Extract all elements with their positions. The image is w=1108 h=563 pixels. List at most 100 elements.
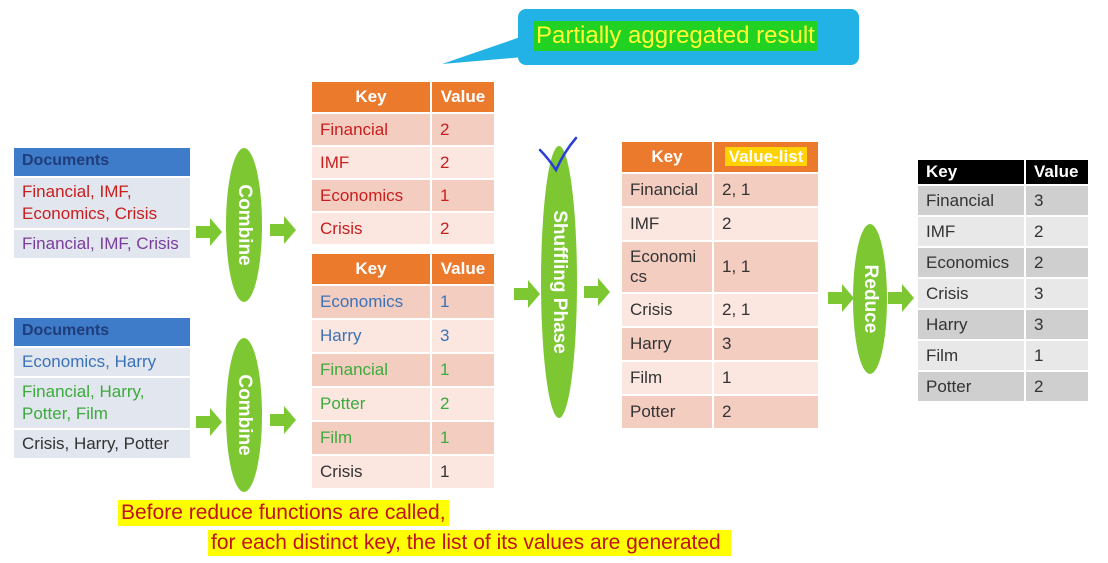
table-row: Financial 1 bbox=[312, 354, 494, 386]
value-list-header-label: Value-list bbox=[724, 147, 808, 166]
table-row: Potter 2 bbox=[918, 372, 1088, 401]
value-cell: 1 bbox=[440, 360, 450, 379]
key-cell: Crisis bbox=[320, 218, 363, 238]
key-cell: Financial bbox=[926, 190, 995, 210]
key-cell: Film bbox=[926, 345, 959, 365]
document-row: Financial, Harry, Potter, Film bbox=[14, 378, 190, 428]
arrow-right-icon bbox=[584, 278, 610, 306]
table-row: Harry 3 bbox=[622, 328, 818, 360]
table-row: Economics 2 bbox=[918, 248, 1088, 277]
column-header-key: Key bbox=[622, 142, 712, 172]
value-cell: 3 bbox=[1034, 190, 1044, 210]
table-row: IMF 2 bbox=[312, 147, 494, 178]
value-cell: 3 bbox=[1034, 283, 1044, 303]
key-cell: IMF bbox=[630, 214, 660, 233]
value-list-cell: 2, 1 bbox=[722, 180, 751, 199]
value-cell: 2 bbox=[1034, 221, 1044, 241]
arrow-right-icon bbox=[270, 406, 296, 434]
table-row: Financial 2, 1 bbox=[622, 174, 818, 206]
key-cell: Crisis bbox=[320, 462, 363, 481]
key-cell: Crisis bbox=[926, 283, 969, 303]
key-cell: Potter bbox=[630, 402, 676, 421]
combine-table-1: Key Value Financial 2 IMF 2 Economics 1 … bbox=[310, 80, 496, 246]
arrow-right-icon bbox=[270, 216, 296, 244]
arrow-right-icon bbox=[828, 284, 854, 312]
value-cell: 1 bbox=[440, 292, 450, 311]
key-cell: Financial bbox=[320, 360, 389, 379]
key-cell: Potter bbox=[926, 376, 972, 396]
table-row: IMF 2 bbox=[918, 217, 1088, 246]
key-cell: Crisis bbox=[630, 300, 673, 319]
key-cell: Harry bbox=[320, 326, 362, 345]
table-row: Economics 1 bbox=[312, 286, 494, 318]
column-header-value: Value bbox=[432, 82, 494, 112]
reduce-table: Key Value Financial 3 IMF 2 Economics 2 … bbox=[916, 158, 1090, 403]
table-row: Crisis 2 bbox=[312, 213, 494, 244]
key-cell: Film bbox=[630, 368, 663, 387]
documents-group-2: Documents Economics, Harry Financial, Ha… bbox=[14, 318, 190, 458]
arrow-right-icon bbox=[196, 408, 222, 436]
caption-line-1: Before reduce functions are called, bbox=[118, 500, 449, 526]
callout-tail bbox=[442, 32, 535, 64]
table-row: IMF 2 bbox=[622, 208, 818, 240]
arrow-right-icon bbox=[514, 280, 540, 308]
column-header-value: Value bbox=[432, 254, 494, 284]
table-row: Economi cs 1, 1 bbox=[622, 242, 818, 292]
combine-label: Combine bbox=[234, 184, 255, 266]
value-cell: 1 bbox=[440, 185, 450, 205]
key-cell: Potter bbox=[320, 394, 366, 413]
value-cell: 2 bbox=[440, 119, 450, 139]
key-cell: Economics bbox=[320, 292, 404, 311]
table-row: Film 1 bbox=[312, 422, 494, 454]
table-row: Harry 3 bbox=[918, 310, 1088, 339]
key-cell: Economics bbox=[926, 252, 1010, 272]
document-row: Economics, Harry bbox=[14, 348, 190, 376]
key-cell: IMF bbox=[320, 152, 350, 172]
combine-oval-2: Combine bbox=[226, 338, 262, 492]
combine-oval-1: Combine bbox=[226, 148, 262, 302]
value-cell: 2 bbox=[1034, 252, 1044, 272]
value-cell: 2 bbox=[440, 152, 450, 172]
table-row: Film 1 bbox=[622, 362, 818, 394]
reduce-oval: Reduce bbox=[853, 224, 887, 374]
caption-line-2: for each distinct key, the list of its v… bbox=[208, 530, 731, 556]
column-header-key: Key bbox=[312, 82, 430, 112]
table-row: Crisis 3 bbox=[918, 279, 1088, 308]
value-cell: 1 bbox=[1034, 345, 1044, 365]
column-header-value-list: Value-list bbox=[714, 142, 818, 172]
table-row: Financial 2 bbox=[312, 114, 494, 145]
combine-table-2: Key Value Economics 1 Harry 3 Financial … bbox=[310, 252, 496, 490]
value-list-cell: 3 bbox=[722, 334, 732, 353]
key-cell: Harry bbox=[630, 334, 672, 353]
value-cell: 2 bbox=[440, 394, 450, 413]
value-list-cell: 2, 1 bbox=[722, 300, 751, 319]
value-cell: 3 bbox=[1034, 314, 1044, 334]
arrow-right-icon bbox=[888, 284, 914, 312]
document-row: Financial, IMF, Crisis bbox=[14, 230, 190, 258]
key-cell: Financial bbox=[630, 180, 699, 199]
table-row: Harry 3 bbox=[312, 320, 494, 352]
table-row: Crisis 1 bbox=[312, 456, 494, 488]
documents-header: Documents bbox=[14, 148, 190, 176]
callout-box: Partially aggregated result bbox=[518, 9, 859, 65]
table-row: Economics 1 bbox=[312, 180, 494, 211]
callout-text: Partially aggregated result bbox=[534, 21, 817, 51]
value-list-cell: 1 bbox=[722, 368, 732, 387]
value-list-cell: 2 bbox=[722, 402, 732, 421]
documents-group-1: Documents Financial, IMF, Economics, Cri… bbox=[14, 148, 190, 258]
check-mark-icon bbox=[538, 136, 578, 173]
column-header-key: Key bbox=[918, 160, 1024, 184]
document-row: Financial, IMF, Economics, Crisis bbox=[14, 178, 190, 228]
documents-header: Documents bbox=[14, 318, 190, 346]
arrow-right-icon bbox=[196, 218, 222, 246]
value-cell: 2 bbox=[1034, 376, 1044, 396]
key-cell: IMF bbox=[926, 221, 956, 241]
key-cell: Harry bbox=[926, 314, 968, 334]
reduce-label: Reduce bbox=[860, 264, 881, 334]
key-cell: Economi cs bbox=[630, 247, 697, 286]
key-cell: Financial bbox=[320, 119, 389, 139]
table-row: Potter 2 bbox=[312, 388, 494, 420]
value-cell: 2 bbox=[440, 218, 450, 238]
combine-label: Combine bbox=[234, 374, 255, 456]
key-cell: Film bbox=[320, 428, 353, 447]
